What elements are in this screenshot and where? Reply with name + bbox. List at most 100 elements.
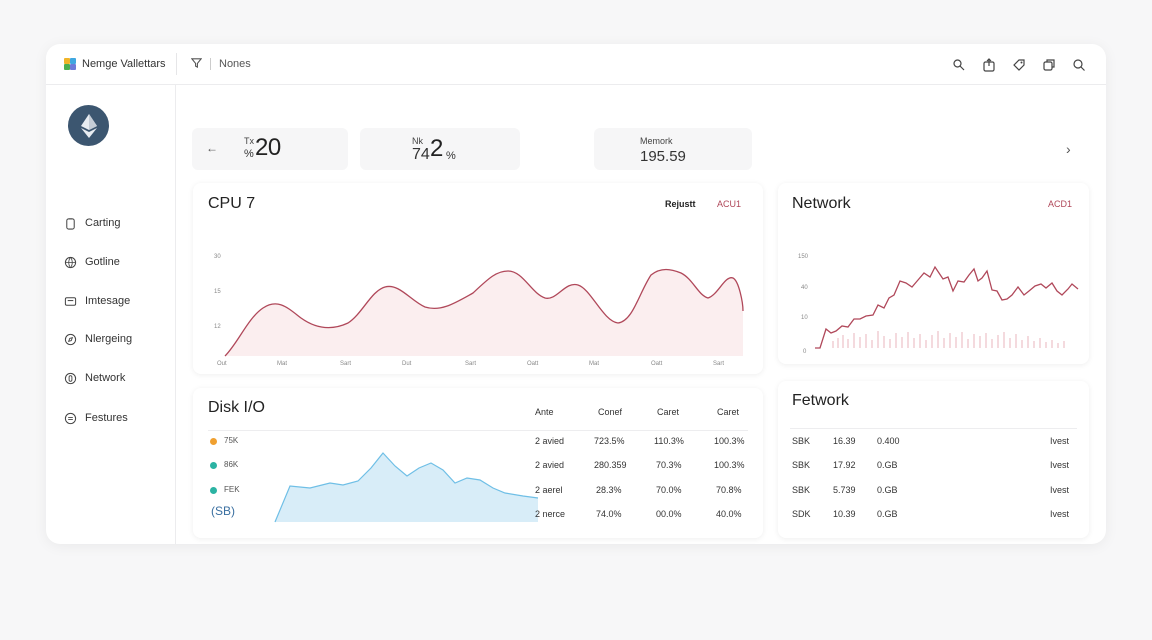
next-arrow-icon[interactable]: › xyxy=(1066,141,1071,157)
network-line xyxy=(815,265,1079,349)
copy-icon[interactable] xyxy=(1042,58,1056,72)
cpu-y-label: 12 xyxy=(214,324,221,330)
cpu-x-label: Mat xyxy=(277,361,288,367)
sidebar-item-network[interactable]: Network xyxy=(63,371,125,385)
disk-cell: 100.3% xyxy=(714,436,745,446)
network-panel-title: Network xyxy=(792,195,851,212)
share-icon[interactable] xyxy=(982,57,996,72)
disk-panel: Disk I/O 75K 86K FEK (SB) Ante Conef Car… xyxy=(193,388,763,538)
cpu-line xyxy=(224,268,744,357)
fetwork-header-divider xyxy=(790,428,1077,429)
disk-line xyxy=(274,452,539,523)
stat-value: 195.59 xyxy=(640,148,686,165)
disk-cell: 74.0% xyxy=(596,509,622,519)
disk-cell: 280.359 xyxy=(594,460,627,470)
disk-footer-label: (SB) xyxy=(211,504,235,518)
sidebar-item-label: Network xyxy=(85,372,126,384)
features-icon xyxy=(63,411,77,425)
network-chart xyxy=(815,265,1079,349)
legend-label: 86K xyxy=(224,460,239,469)
cpu-y-label: 30 xyxy=(214,254,221,260)
network-y-label: 10 xyxy=(801,315,808,321)
fetwork-cell: SDK xyxy=(792,509,811,519)
sidebar-item-carting[interactable]: Carting xyxy=(63,216,120,230)
network-y-label: 40 xyxy=(801,285,808,291)
breadcrumb[interactable]: Nones xyxy=(190,57,251,71)
fetwork-cell: Ivest xyxy=(1050,436,1070,446)
legend-label: 75K xyxy=(224,436,239,445)
stat-card-memory: Memork 195.59 xyxy=(594,128,752,170)
disk-cell: 110.3% xyxy=(654,436,684,446)
cpu-tag-acu[interactable]: ACU1 xyxy=(717,199,742,209)
stat-value: 2 xyxy=(430,135,443,162)
cpu-x-label: Sart xyxy=(340,361,352,367)
disk-cell: 70.3% xyxy=(656,460,682,470)
disk-col-header: Caret xyxy=(657,407,680,417)
fetwork-cell: SBK xyxy=(792,436,811,446)
filter-icon xyxy=(190,57,203,71)
cpu-x-label: Mat xyxy=(589,361,600,367)
sidebar-item-nlergeing[interactable]: Nlergeing xyxy=(63,332,132,346)
disk-cell: 2 avied xyxy=(535,436,565,446)
disk-cell: 2 avied xyxy=(535,460,565,470)
stat-label: Tx xyxy=(244,136,254,146)
stat-label: Memork xyxy=(640,136,673,146)
fetwork-cell: 0.400 xyxy=(877,436,900,446)
disk-cell: 00.0% xyxy=(656,509,682,519)
disk-area xyxy=(275,453,538,522)
disk-panel-title: Disk I/O xyxy=(208,399,265,416)
disk-cell: 2 nerce xyxy=(535,509,566,519)
network-y-label: 0 xyxy=(803,349,807,355)
clipboard-icon xyxy=(63,216,77,230)
stat-value: 20 xyxy=(255,134,281,161)
sidebar: Carting Gotline Imtesage Nlergeing Netwo… xyxy=(46,85,176,544)
cpu-x-label: Dut xyxy=(402,361,412,367)
ethereum-icon xyxy=(80,113,97,138)
cpu-area xyxy=(225,269,743,356)
legend-dot-teal xyxy=(210,487,217,494)
sidebar-item-label: Nlergeing xyxy=(85,333,133,345)
app-logo-icon xyxy=(64,58,76,70)
disk-cell: 100.3% xyxy=(714,460,745,470)
network-tag-acd[interactable]: ACD1 xyxy=(1048,199,1073,209)
cpu-x-label: Oatt xyxy=(651,361,663,367)
cpu-tag-rejust[interactable]: Rejustt xyxy=(665,199,696,209)
search-alt-icon[interactable] xyxy=(952,58,966,72)
fetwork-cell: SBK xyxy=(792,485,811,495)
network-bars xyxy=(832,331,1065,348)
avatar[interactable] xyxy=(68,105,109,146)
fetwork-cell: SBK xyxy=(792,460,811,470)
network-panel: Network ACD1 150 40 10 0 xyxy=(778,183,1089,364)
cpu-y-label: 15 xyxy=(214,289,221,295)
sidebar-item-gotline[interactable]: Gotline xyxy=(63,255,120,269)
disk-cell: 40.0% xyxy=(716,509,742,519)
compass-icon xyxy=(63,332,77,346)
cpu-x-label: Sart xyxy=(465,361,477,367)
stat-card-tx: ← Tx % 20 xyxy=(192,128,348,170)
sidebar-item-label: Imtesage xyxy=(85,295,131,307)
prev-arrow-icon[interactable]: ← xyxy=(206,141,218,155)
disk-cell: 70.0% xyxy=(656,485,682,495)
breadcrumb-label: Nones xyxy=(219,58,251,70)
top-bar: Nemge Vallettars Nones xyxy=(46,44,1106,85)
sidebar-item-label: Festures xyxy=(85,412,128,424)
topbar-divider xyxy=(176,53,177,75)
app-name: Nemge Vallettars xyxy=(82,58,166,70)
network-icon xyxy=(63,371,77,385)
disk-col-header: Caret xyxy=(717,407,740,417)
fetwork-panel-title: Fetwork xyxy=(792,392,849,409)
sidebar-item-imtesage[interactable]: Imtesage xyxy=(63,294,130,308)
stat-prefix: 74 xyxy=(412,146,430,163)
fetwork-cell: 0.GB xyxy=(877,485,898,495)
stat-unit: % xyxy=(446,150,456,162)
brand[interactable]: Nemge Vallettars xyxy=(46,44,176,84)
legend-dot-orange xyxy=(210,438,217,445)
globe-icon xyxy=(63,255,77,269)
sidebar-item-festures[interactable]: Festures xyxy=(63,411,128,425)
cpu-x-label: Out xyxy=(217,361,227,367)
tag-icon[interactable] xyxy=(1012,58,1026,72)
fetwork-cell: 0.GB xyxy=(877,509,898,519)
fetwork-cell: 10.39 xyxy=(833,509,856,519)
search-icon[interactable] xyxy=(1072,58,1086,72)
fetwork-panel: Fetwork SBK 16.39 0.400 Ivest SBK 17.92 … xyxy=(778,381,1089,538)
